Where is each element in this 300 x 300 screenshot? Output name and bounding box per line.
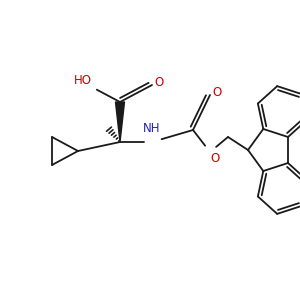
- Text: O: O: [210, 152, 220, 166]
- Text: HO: HO: [74, 74, 92, 86]
- Text: O: O: [212, 85, 222, 98]
- Text: NH: NH: [143, 122, 161, 134]
- Text: O: O: [154, 76, 164, 88]
- Polygon shape: [116, 102, 124, 142]
